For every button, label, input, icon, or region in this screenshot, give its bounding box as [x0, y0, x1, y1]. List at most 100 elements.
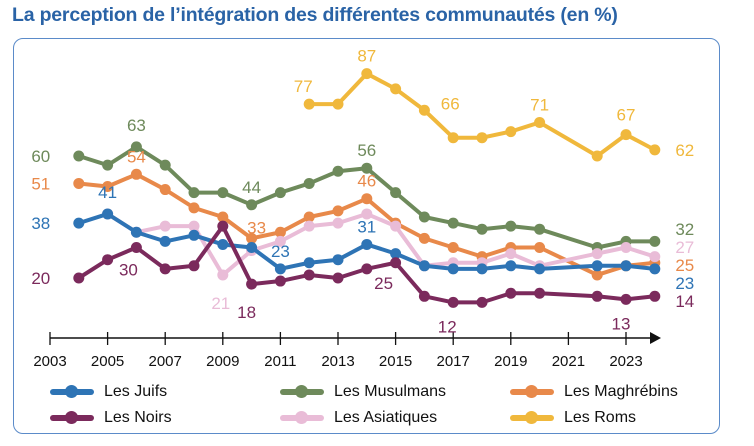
data-point: [188, 202, 200, 214]
legend-swatch-icon: [50, 411, 94, 424]
data-point: [649, 290, 661, 302]
x-tick-label: 2013: [321, 353, 354, 370]
data-point: [390, 83, 402, 95]
data-point: [332, 165, 344, 177]
data-label: 66: [441, 95, 460, 114]
data-point: [303, 269, 315, 281]
data-point: [620, 129, 632, 141]
data-point: [649, 144, 661, 156]
data-point: [649, 251, 661, 263]
data-label: 41: [98, 183, 117, 202]
data-point: [591, 260, 603, 272]
data-label: 27: [675, 238, 694, 257]
data-point: [505, 126, 517, 138]
data-point: [130, 168, 142, 180]
data-point: [274, 263, 286, 275]
data-label: 67: [617, 106, 636, 125]
x-tick-label: 2015: [379, 353, 412, 370]
data-point: [159, 159, 171, 171]
data-point: [505, 248, 517, 260]
data-point: [73, 272, 85, 284]
data-point: [418, 211, 430, 223]
legend-item: Les Noirs: [50, 409, 172, 427]
legend-label: Les Roms: [564, 409, 637, 426]
data-point: [217, 187, 229, 199]
data-point: [332, 272, 344, 284]
data-point: [217, 211, 229, 223]
data-point: [246, 232, 258, 244]
data-point: [73, 217, 85, 229]
legend-item: Les Roms: [510, 409, 636, 427]
data-label: 30: [119, 261, 138, 280]
data-point: [274, 226, 286, 238]
legend-label: Les Noirs: [104, 409, 172, 426]
data-point: [217, 220, 229, 232]
x-tick-label: 2009: [206, 353, 239, 370]
x-tick-label: 2017: [437, 353, 470, 370]
data-label: 25: [675, 256, 694, 275]
data-point: [649, 235, 661, 247]
data-point: [73, 150, 85, 162]
legend-item: Les Maghrébins: [510, 383, 678, 401]
data-point: [390, 257, 402, 269]
data-point: [303, 177, 315, 189]
legend-swatch-icon: [280, 411, 324, 424]
data-point: [130, 141, 142, 153]
series-line-les-roms: [309, 71, 656, 158]
data-point: [649, 263, 661, 275]
data-point: [418, 104, 430, 116]
chart-title: La perception de l’intégration des diffé…: [12, 4, 618, 26]
data-point: [303, 257, 315, 269]
data-point: [390, 248, 402, 260]
data-point: [130, 242, 142, 253]
x-tick-label: 2007: [149, 353, 182, 370]
data-point: [217, 238, 229, 250]
data-point: [505, 220, 517, 232]
legend-swatch-icon: [50, 385, 94, 398]
data-point: [476, 132, 488, 144]
data-point: [303, 98, 315, 110]
data-label: 62: [675, 141, 694, 160]
legend-label: Les Juifs: [104, 383, 168, 400]
data-point: [418, 290, 430, 302]
data-point: [361, 68, 373, 80]
chart-frame: [13, 38, 720, 434]
data-point: [102, 159, 114, 171]
data-point: [274, 235, 286, 247]
data-point: [188, 187, 200, 199]
data-label: 87: [357, 47, 376, 66]
data-label: 20: [31, 269, 50, 288]
data-label: 44: [242, 178, 261, 197]
legend-swatch-icon: [510, 411, 554, 424]
data-point: [274, 187, 286, 199]
data-point: [102, 254, 114, 266]
data-point: [246, 278, 258, 290]
data-point: [102, 181, 114, 192]
legend-label: Les Maghrébins: [564, 383, 678, 400]
data-label: 18: [237, 303, 256, 322]
data-point: [447, 242, 459, 253]
data-point: [246, 199, 258, 211]
legend-item: Les Asiatiques: [280, 409, 437, 427]
data-point: [332, 98, 344, 110]
data-point: [102, 208, 114, 220]
data-point: [73, 177, 85, 189]
data-label: 60: [31, 147, 50, 166]
data-label: 32: [675, 220, 694, 239]
data-point: [332, 254, 344, 266]
data-label: 38: [31, 214, 50, 233]
x-tick-label: 2011: [264, 353, 296, 370]
data-label: 23: [675, 274, 694, 293]
data-point: [361, 238, 373, 250]
data-point: [505, 260, 517, 272]
data-point: [534, 223, 546, 235]
data-point: [620, 260, 632, 272]
data-point: [418, 232, 430, 244]
data-point: [418, 260, 430, 272]
data-point: [390, 220, 402, 232]
data-label: 14: [675, 292, 694, 311]
data-point: [476, 263, 488, 275]
x-tick-label: 2003: [33, 353, 66, 370]
data-point: [217, 269, 229, 281]
